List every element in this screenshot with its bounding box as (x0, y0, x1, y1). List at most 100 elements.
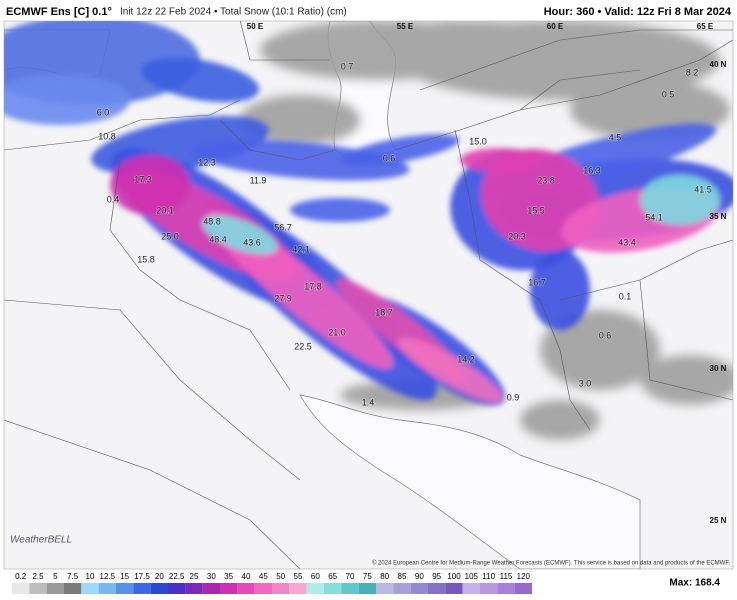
snow-blob (397, 337, 503, 403)
value-label: 10.8 (98, 131, 116, 141)
grid-label: 25 N (710, 516, 727, 525)
colorbar-tick: 25 (190, 572, 199, 581)
grid-label: 35 N (710, 212, 727, 221)
max-value: Max: 168.4 (669, 578, 720, 589)
run-title: Init 12z 22 Feb 2024 • Total Snow (10:1 … (120, 7, 347, 18)
colorbar-tick: 90 (415, 572, 424, 581)
value-label: 0.9 (507, 392, 520, 402)
snow-blob (340, 134, 460, 166)
colorbar-tick: 55 (294, 572, 303, 581)
value-label: 14.2 (457, 354, 475, 364)
colorbar-swatch (116, 583, 134, 594)
snow-field (4, 21, 733, 406)
colorbar-tick: 45 (259, 572, 268, 581)
light-snow-patch (640, 355, 733, 405)
value-label: 0.6 (599, 330, 612, 340)
value-label: 6.0 (97, 107, 110, 117)
colorbar-tick: 20 (155, 572, 164, 581)
colorbar-swatch (428, 583, 446, 594)
colorbar-tick: 30 (207, 572, 216, 581)
grid-label: 55 E (397, 22, 414, 31)
colorbar-tick: 65 (328, 572, 337, 581)
colorbar-swatch (168, 583, 186, 594)
value-label: 0.4 (107, 194, 120, 204)
snow-blob (202, 215, 278, 255)
colorbar-swatch (98, 583, 116, 594)
colorbar-tick: 80 (380, 572, 389, 581)
colorbar-swatch (12, 583, 30, 594)
grid-label: 65 E (697, 22, 714, 31)
snow-blob (530, 250, 590, 330)
value-label: 20.3 (508, 231, 526, 241)
credit: © 2024 European Centre for Medium-Range … (372, 560, 730, 567)
value-label: 43.4 (618, 237, 636, 247)
colorbar-swatch (29, 583, 47, 594)
colorbar: 0.2 2.5 5 7.5 10 12.5 15 17.5 20 22.5 25 30 35 40 45 50… (12, 572, 532, 594)
colorbar-tick: 70 (346, 572, 355, 581)
colorbar-swatch (497, 583, 515, 594)
colorbar-tick: 10 (86, 572, 95, 581)
gulf (299, 394, 641, 569)
colorbar-swatch (480, 583, 498, 594)
value-label: 12.3 (198, 157, 216, 167)
colorbar-tick: 22.5 (169, 572, 185, 581)
value-label: 54.1 (645, 212, 663, 222)
value-label: 3.0 (579, 378, 592, 388)
map-frame (3, 20, 734, 570)
colorbar-tick: 100 (447, 572, 461, 581)
value-label: 16.3 (583, 165, 601, 175)
value-label: 0.1 (619, 291, 632, 301)
colorbar-tick: 5 (53, 572, 58, 581)
map: 50 E 55 E 60 E 65 E 40 N 35 N 30 N 25 N 6.0 10.8 1… (4, 21, 733, 569)
snow-blob (4, 75, 130, 125)
light-snow (240, 21, 733, 440)
value-label: 18.7 (375, 307, 393, 317)
colorbar-swatch (81, 583, 99, 594)
borders (4, 21, 733, 569)
colorbar-swatch (341, 583, 359, 594)
colorbar-tick: 2.5 (32, 572, 44, 581)
colorbar-swatch (46, 583, 64, 594)
colorbar-tick: 110 (482, 572, 495, 581)
value-label: 21.0 (328, 327, 346, 337)
colorbar-tick: 95 (432, 572, 441, 581)
value-label: 20.1 (156, 205, 174, 215)
value-label: 41.5 (694, 184, 712, 194)
colorbar-tick: 115 (500, 572, 513, 581)
snow-blob (640, 175, 720, 225)
value-label: 4.5 (609, 132, 622, 142)
value-label: 15.0 (469, 136, 487, 146)
value-label: 0.5 (662, 89, 675, 99)
value-label: 8.2 (686, 67, 699, 77)
snow-blob (460, 148, 540, 172)
colorbar-tick: 50 (276, 572, 285, 581)
colorbar-swatch (133, 583, 151, 594)
logo: WeatherBELL (10, 535, 72, 546)
value-label: 17.8 (304, 281, 322, 291)
colorbar-tick: 105 (465, 572, 479, 581)
value-label: 25.0 (161, 231, 179, 241)
colorbar-swatch (220, 583, 238, 594)
snow-blob (110, 155, 190, 215)
colorbar-tick: 12.5 (100, 572, 116, 581)
grid-label: 60 E (547, 22, 564, 31)
grid-label: 30 N (710, 364, 727, 373)
colorbar-tick: 60 (311, 572, 320, 581)
value-label: 0.7 (341, 61, 354, 71)
colorbar-tick: 85 (398, 572, 407, 581)
grid-label: 40 N (710, 60, 727, 69)
value-label: 17.3 (134, 174, 152, 184)
value-label: 42.1 (292, 244, 310, 254)
value-label: 15.8 (137, 254, 155, 264)
colorbar-swatch (376, 583, 394, 594)
value-label: 43.6 (243, 237, 261, 247)
colorbar-swatch (306, 583, 324, 594)
value-label: 22.5 (294, 341, 312, 351)
colorbar-tick: 75 (363, 572, 372, 581)
colorbar-tick: 15 (120, 572, 129, 581)
value-label: 11.9 (250, 175, 267, 185)
colorbar-swatch (150, 583, 168, 594)
colorbar-tick: 120 (517, 572, 531, 581)
value-label: 1.4 (362, 397, 375, 407)
